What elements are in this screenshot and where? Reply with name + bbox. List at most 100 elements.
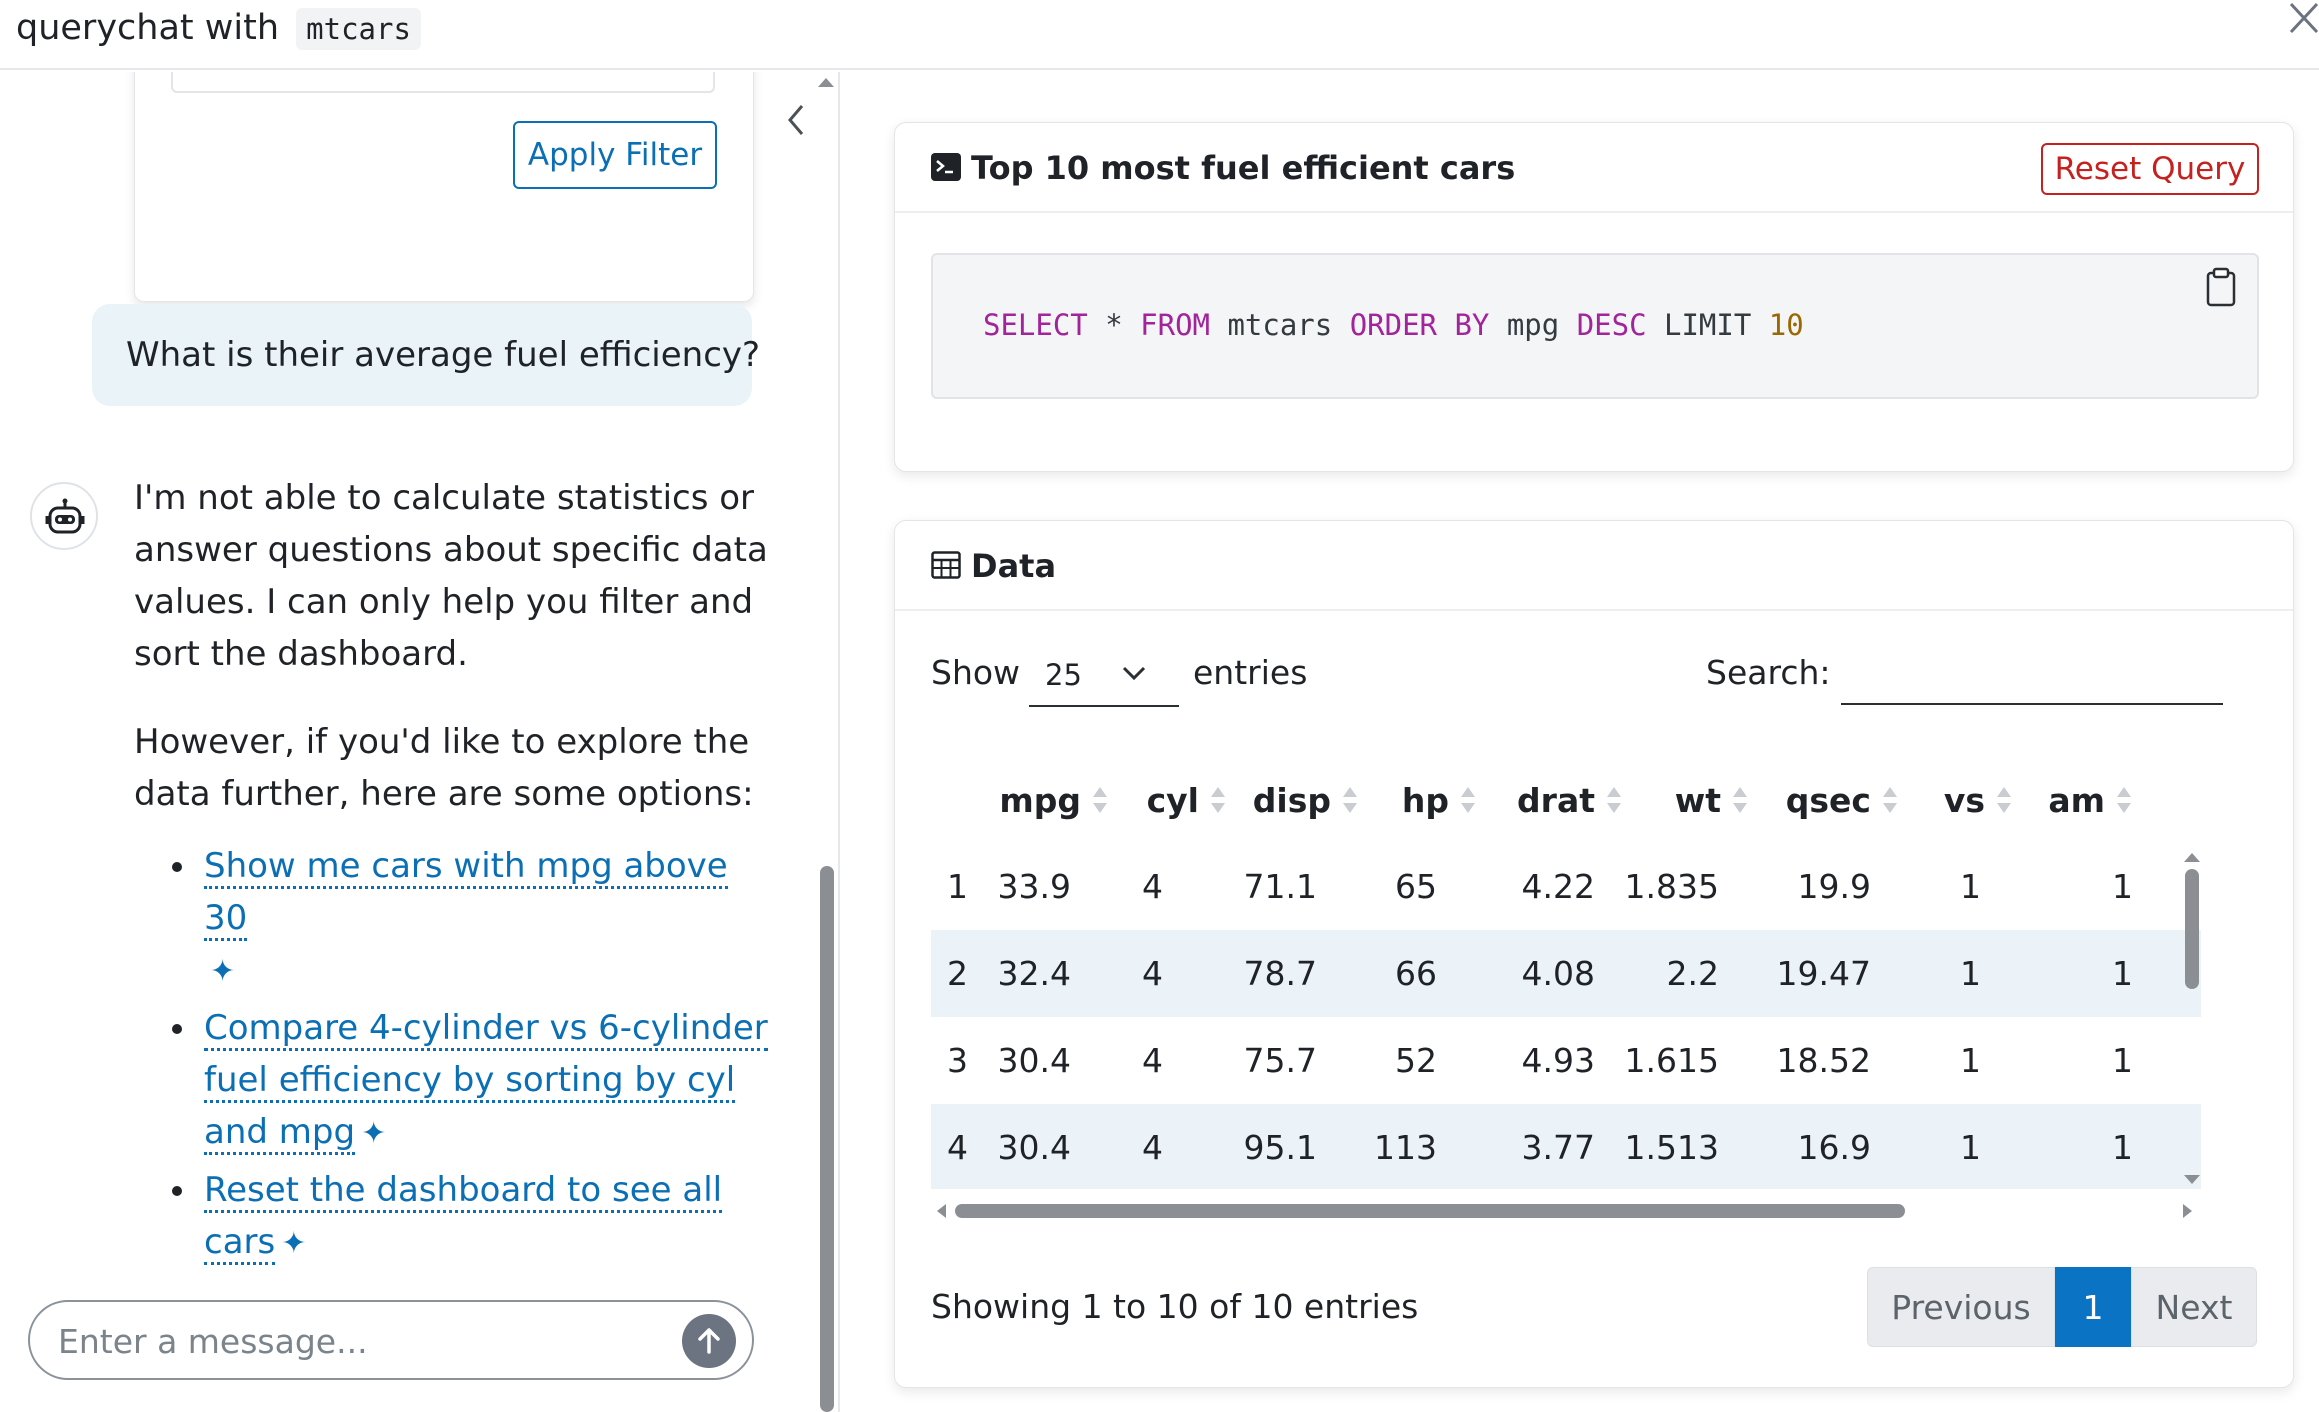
cell-drat: 4.22 [1521, 867, 1595, 906]
apply-filter-button[interactable]: Apply Filter [513, 121, 717, 189]
cell-wt: 1.835 [1624, 867, 1719, 906]
cell-mpg: 33.9 [997, 867, 1071, 906]
robot-icon [45, 498, 85, 534]
user-message: What is their average fuel efficiency? [92, 304, 760, 406]
table-row[interactable]: 1 33.9 4 71.1 65 4.22 1.835 19.9 1 1 [931, 843, 2201, 930]
previous-page-button[interactable]: Previous [1867, 1267, 2055, 1347]
scroll-right-arrow[interactable] [2183, 1204, 2192, 1218]
sql-token: mpg [1489, 308, 1577, 342]
sparkle-icon: ✦ [361, 1116, 387, 1151]
cell-qsec: 19.47 [1776, 954, 1871, 993]
cell-qsec: 19.9 [1797, 867, 1871, 906]
cell-mpg: 32.4 [997, 954, 1071, 993]
scroll-up-arrow[interactable] [2184, 853, 2200, 862]
send-button[interactable] [682, 1314, 736, 1368]
reset-query-button[interactable]: Reset Query [2041, 143, 2259, 195]
suggestion-link[interactable]: Show me cars with mpg above 30 [204, 846, 728, 941]
scroll-thumb[interactable] [955, 1204, 1905, 1218]
cell-cyl: 4 [1142, 867, 1163, 906]
chat-input-container [28, 1300, 754, 1380]
app-title-prefix: querychat with [16, 8, 280, 48]
table-info: Showing 1 to 10 of 10 entries [931, 1287, 1419, 1326]
suggestion-link[interactable]: Compare 4-cylinder vs 6-cylinder fuel ef… [204, 1008, 768, 1155]
sql-keyword: SELECT [983, 308, 1088, 342]
table-vertical-scrollbar[interactable] [2183, 851, 2201, 1191]
sql-keyword: ORDER BY [1349, 308, 1490, 342]
table-row[interactable]: 2 32.4 4 78.7 66 4.08 2.2 19.47 1 1 [931, 930, 2201, 1017]
cell-wt: 1.513 [1624, 1128, 1719, 1167]
cell-am: 1 [2112, 1128, 2133, 1167]
message-input[interactable] [58, 1312, 658, 1370]
column-header-vs[interactable]: vs [1897, 759, 2011, 843]
filter-card: Apply Filter [134, 72, 754, 302]
assistant-message: I'm not able to calculate statistics or … [134, 472, 774, 1274]
scroll-down-arrow[interactable] [2184, 1175, 2200, 1184]
cell-cyl: 4 [1142, 1041, 1163, 1080]
sort-icon [1459, 783, 1475, 817]
column-header-hp[interactable]: hp [1357, 759, 1475, 843]
page-length-select[interactable]: 25 [1029, 647, 1179, 707]
cell-mpg: 30.4 [997, 1041, 1071, 1080]
cell-cyl: 4 [1142, 954, 1163, 993]
sql-number: 10 [1768, 308, 1804, 342]
sidebar-scroll-up-arrow[interactable] [818, 78, 834, 87]
chevron-down-icon [1122, 666, 1146, 681]
row-index: 4 [947, 1128, 968, 1167]
cell-vs: 1 [1960, 867, 1981, 906]
scroll-left-arrow[interactable] [937, 1204, 946, 1218]
sql-code: SELECT * FROM mtcars ORDER BY mpg DESC L… [983, 303, 1804, 347]
assistant-paragraph: However, if you'd like to explore the da… [134, 722, 754, 814]
column-header-am[interactable]: am [2011, 759, 2131, 843]
row-index: 3 [947, 1041, 968, 1080]
table-search-input[interactable] [1841, 647, 2223, 705]
sql-card-title: Top 10 most fuel efficient cars [971, 149, 1516, 187]
sparkle-icon: ✦ [210, 954, 236, 989]
sort-icon [1341, 783, 1357, 817]
column-header-cyl[interactable]: cyl [1107, 759, 1225, 843]
sql-code-block: SELECT * FROM mtcars ORDER BY mpg DESC L… [931, 253, 2259, 399]
page-1-button[interactable]: 1 [2055, 1267, 2131, 1347]
filter-input[interactable] [171, 72, 715, 93]
cell-disp: 71.1 [1243, 867, 1317, 906]
column-header-wt[interactable]: wt [1621, 759, 1747, 843]
column-header-qsec[interactable]: qsec [1747, 759, 1897, 843]
suggestion-item: Show me cars with mpg above 30 ✦ [134, 840, 774, 998]
collapse-sidebar-chevron-icon[interactable] [780, 100, 810, 140]
column-header-mpg[interactable]: mpg [987, 759, 1107, 843]
sql-token [1751, 308, 1768, 342]
cell-qsec: 18.52 [1776, 1041, 1871, 1080]
column-header-drat[interactable]: drat [1475, 759, 1621, 843]
arrow-up-icon [698, 1328, 720, 1354]
sort-icon [1605, 783, 1621, 817]
sort-icon [1091, 783, 1107, 817]
column-header-disp[interactable]: disp [1225, 759, 1357, 843]
cell-vs: 1 [1960, 1128, 1981, 1167]
suggestion-list: Show me cars with mpg above 30 ✦ Compare… [134, 840, 774, 1270]
clipboard-icon[interactable] [2199, 265, 2243, 309]
suggestion-item: Reset the dashboard to see all cars ✦ [134, 1164, 774, 1270]
terminal-icon [931, 153, 961, 181]
table-row[interactable]: 3 30.4 4 75.7 52 4.93 1.615 18.52 1 1 [931, 1017, 2201, 1104]
suggestion-item: Compare 4-cylinder vs 6-cylinder fuel ef… [134, 1002, 774, 1160]
sparkle-icon: ✦ [281, 1226, 307, 1261]
sql-query-card: Top 10 most fuel efficient cars Reset Qu… [894, 122, 2294, 472]
cell-mpg: 30.4 [997, 1128, 1071, 1167]
data-table-card: Data Show 25 entries Search: mpg cyl dis… [894, 520, 2294, 1388]
next-page-button[interactable]: Next [2131, 1267, 2257, 1347]
close-icon[interactable] [2285, 0, 2319, 40]
sort-icon [1209, 783, 1225, 817]
cell-wt: 1.615 [1624, 1041, 1719, 1080]
scroll-thumb[interactable] [2185, 869, 2199, 989]
row-index: 1 [947, 867, 968, 906]
sort-icon [1731, 783, 1747, 817]
sidebar-scrollbar[interactable] [820, 866, 834, 1412]
dataset-name: mtcars [296, 8, 421, 50]
cell-am: 1 [2112, 1041, 2133, 1080]
cell-hp: 65 [1395, 867, 1437, 906]
table-row[interactable]: 4 30.4 4 95.1 113 3.77 1.513 16.9 1 1 [931, 1104, 2201, 1189]
data-card-header: Data [895, 521, 2293, 611]
table-horizontal-scrollbar[interactable] [931, 1199, 2201, 1223]
suggestion-link[interactable]: Reset the dashboard to see all cars [204, 1170, 723, 1265]
sql-card-header: Top 10 most fuel efficient cars Reset Qu… [895, 123, 2293, 213]
data-card-title: Data [971, 547, 1057, 585]
